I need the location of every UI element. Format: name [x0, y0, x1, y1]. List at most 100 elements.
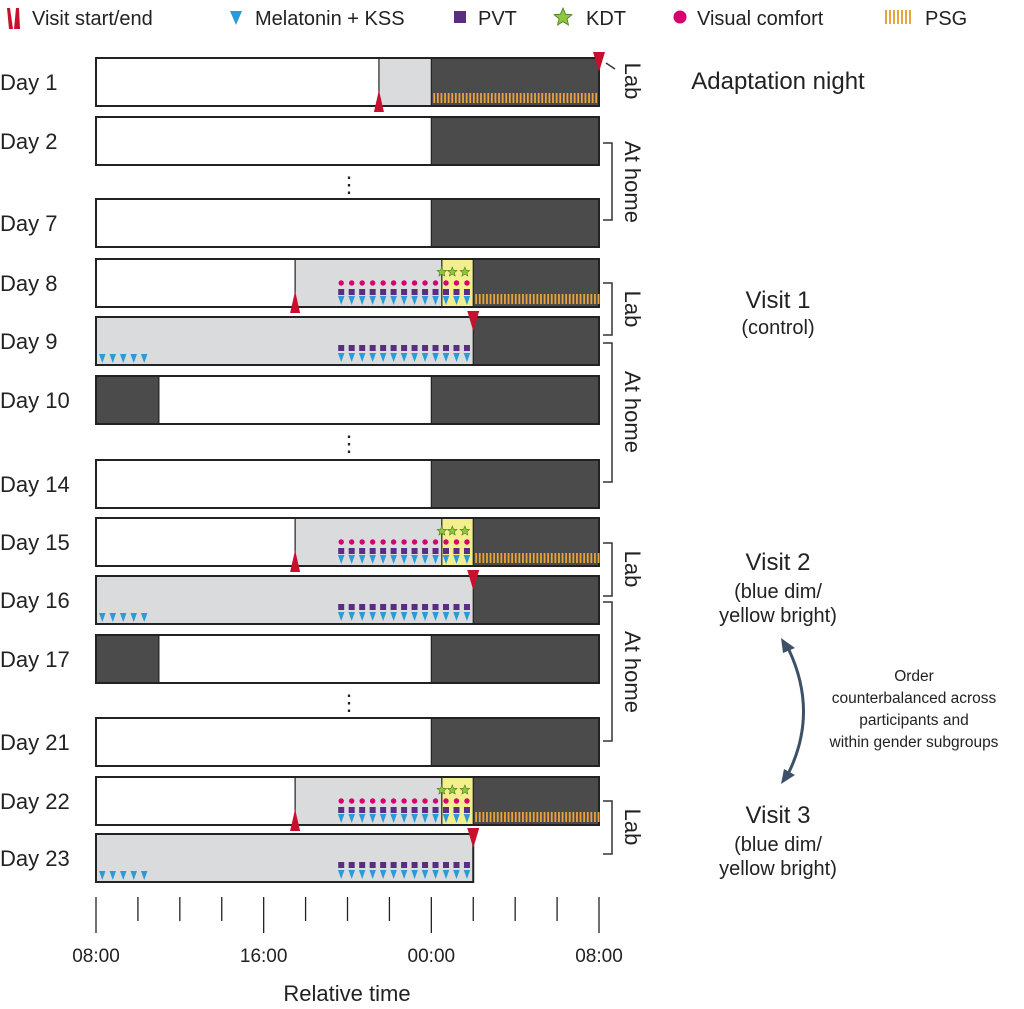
psg-mark: [550, 812, 553, 822]
psg-mark: [489, 812, 492, 822]
melatonin-marker: [390, 612, 397, 621]
psg-mark: [482, 294, 485, 304]
psg-mark: [511, 553, 514, 563]
melatonin-marker: [337, 612, 345, 621]
home-segment: [96, 718, 432, 766]
pvt-marker: [411, 345, 418, 351]
pvt-marker: [390, 548, 397, 554]
pvt-marker: [432, 548, 439, 554]
psg-mark: [486, 812, 488, 822]
side-label-home-day2-7: At home: [620, 141, 645, 223]
day-row-frame: [95, 833, 475, 883]
visual-comfort-marker: [411, 280, 418, 286]
psg-mark: [436, 93, 439, 103]
pvt-marker: [401, 807, 408, 813]
melatonin-marker: [109, 354, 117, 363]
tick-label: 16:00: [240, 946, 288, 967]
bracket-home-day9-14: [603, 342, 613, 483]
day-row-frame: [95, 717, 600, 767]
pvt-marker: [422, 548, 429, 554]
melatonin-marker: [411, 612, 418, 621]
lab-segment: [378, 58, 432, 106]
bracket-home-day2-7: [603, 142, 613, 221]
psg-mark: [532, 812, 535, 822]
psg-mark: [519, 93, 522, 103]
visual-comfort-marker: [411, 798, 418, 804]
bracket-home-day16-21: [603, 601, 613, 742]
tick-label: 08:00: [575, 946, 623, 967]
psg-mark: [576, 812, 578, 822]
visit-2-title: Visit 2: [746, 549, 811, 576]
pvt-marker: [422, 807, 429, 813]
day-row: Day 15: [0, 517, 600, 572]
adaptation-night-label: Adaptation night: [691, 68, 865, 95]
lab-segment: [295, 259, 442, 307]
psg-mark: [440, 93, 443, 103]
visit-start-marker: [373, 90, 384, 112]
sleep-segment: [96, 635, 159, 683]
pvt-marker: [369, 807, 376, 813]
kdt-marker: [436, 784, 448, 795]
day-row: Day 23: [0, 828, 480, 883]
visual-comfort-marker: [380, 539, 386, 545]
psg-mark: [486, 294, 488, 304]
pvt-marker: [338, 289, 345, 295]
melatonin-marker: [432, 296, 439, 305]
pvt-marker: [453, 548, 460, 554]
psg-mark: [511, 294, 514, 304]
day-row-frame: [95, 258, 600, 308]
psg-mark: [597, 294, 600, 304]
melatonin-marker: [463, 353, 471, 362]
day-rows: Day 1 Day 2 Day 7 Day 8 Day 9 Day 10 Day 14 Day…: [0, 52, 605, 883]
melatonin-marker: [109, 871, 117, 880]
pvt-marker: [443, 548, 450, 554]
melatonin-marker: [337, 353, 345, 362]
melatonin-marker: [369, 870, 376, 879]
psg-mark: [590, 553, 593, 563]
pvt-marker: [390, 289, 397, 295]
sleep-segment: [431, 718, 599, 766]
melatonin-marker: [348, 814, 355, 823]
psg-mark: [568, 294, 571, 304]
psg-mark: [547, 812, 550, 822]
psg-mark: [550, 294, 553, 304]
melatonin-marker: [348, 555, 355, 564]
visit-1-condition: (control): [741, 317, 814, 339]
pvt-marker: [380, 807, 387, 813]
visit-3-condition-line1: (blue dim/: [734, 834, 822, 856]
legend-kdt-label: KDT: [586, 8, 626, 30]
visual-comfort-marker: [443, 280, 449, 286]
sleep-segment: [431, 460, 599, 508]
melatonin-marker: [421, 296, 429, 305]
psg-mark: [507, 294, 510, 304]
psg-mark: [498, 93, 500, 103]
order-note-line1: Order: [894, 668, 934, 685]
day-label: Day 8: [0, 271, 57, 296]
melatonin-marker: [348, 296, 355, 305]
melatonin-marker: [421, 353, 429, 362]
visual-comfort-marker: [422, 539, 428, 545]
melatonin-marker: [411, 353, 418, 362]
day-row-frame: [95, 776, 600, 826]
melatonin-marker: [369, 814, 376, 823]
psg-mark: [566, 93, 569, 103]
kdt-marker: [459, 525, 471, 536]
melatonin-marker: [119, 613, 127, 622]
psg-mark: [489, 294, 492, 304]
melatonin-marker: [463, 296, 471, 305]
pvt-marker: [348, 345, 355, 351]
melatonin-marker: [453, 814, 460, 823]
visual-comfort-marker: [359, 539, 365, 545]
pvt-marker: [338, 807, 345, 813]
legend-visual-comfort-icon: [673, 10, 687, 24]
visual-comfort-marker: [348, 539, 355, 545]
pvt-marker: [359, 345, 366, 351]
melatonin-marker: [411, 296, 418, 305]
psg-mark: [595, 93, 598, 103]
psg-mark: [532, 553, 535, 563]
psg-mark: [496, 294, 499, 304]
psg-mark: [568, 553, 571, 563]
pvt-marker: [401, 604, 408, 610]
pvt-marker: [463, 862, 470, 868]
